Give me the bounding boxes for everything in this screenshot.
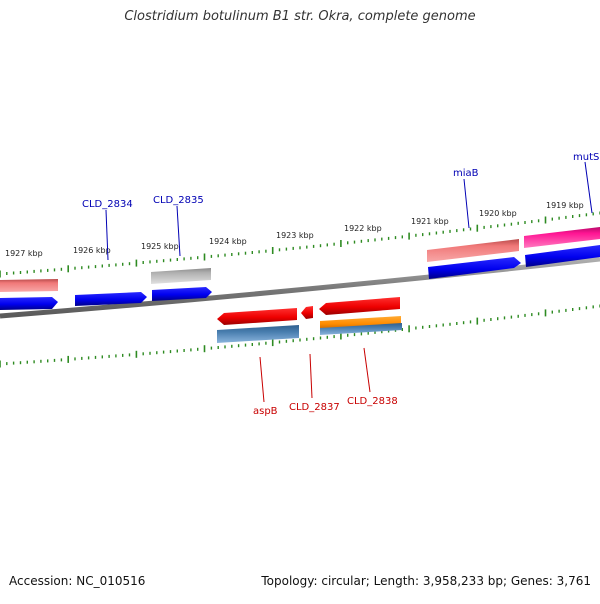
reverse-features	[217, 297, 402, 343]
red-gene-arrow[interactable]	[319, 297, 400, 315]
red-gene-arrow[interactable]	[217, 308, 297, 325]
forward-gene-labels: CLD_2834 CLD_2835 miaB mutS	[82, 152, 599, 210]
blue-gene-arrow[interactable]	[152, 287, 212, 301]
gene-label[interactable]: CLD_2837	[289, 402, 340, 413]
tick-label: 1922 kbp	[344, 224, 382, 233]
steel-feature-block[interactable]	[320, 323, 402, 335]
gene-label[interactable]: CLD_2838	[347, 396, 398, 407]
pink-feature-block[interactable]	[427, 239, 519, 262]
tick-label: 1919 kbp	[546, 201, 584, 210]
callout-line	[584, 161, 593, 214]
lower-tick-ruler	[0, 304, 600, 368]
magenta-feature-block[interactable]	[524, 227, 600, 248]
genome-summary: Topology: circular; Length: 3,958,233 bp…	[261, 574, 591, 588]
tick-label: 1920 kbp	[479, 209, 517, 218]
reverse-gene-callouts	[259, 347, 371, 403]
reverse-gene-labels: aspB CLD_2837 CLD_2838	[253, 396, 398, 417]
blue-gene-arrow[interactable]	[0, 297, 58, 310]
forward-gene-callouts	[105, 161, 593, 261]
genome-backbone	[0, 256, 600, 319]
blue-gene-arrow[interactable]	[428, 257, 521, 279]
map-title: Clostridium botulinum B1 str. Okra, comp…	[124, 9, 476, 24]
callout-line	[309, 353, 313, 399]
steel-feature-block[interactable]	[217, 325, 299, 343]
gray-feature-block[interactable]	[151, 268, 211, 284]
callout-line	[363, 347, 371, 393]
upper-tick-ruler	[0, 211, 600, 278]
gene-label[interactable]: CLD_2834	[82, 199, 133, 210]
tick-label: 1926 kbp	[73, 246, 111, 255]
gene-label[interactable]: mutS	[573, 152, 599, 163]
callout-line	[463, 178, 470, 229]
tick-label: 1927 kbp	[5, 249, 43, 258]
tick-labels: 1927 kbp 1926 kbp 1925 kbp 1924 kbp 1923…	[5, 201, 584, 258]
callout-line	[105, 209, 109, 261]
gene-label[interactable]: aspB	[253, 406, 278, 417]
pink-feature-block[interactable]	[0, 279, 58, 292]
accession-label: Accession: NC_010516	[9, 574, 146, 588]
tick-label: 1924 kbp	[209, 237, 247, 246]
gene-label[interactable]: CLD_2835	[153, 195, 204, 206]
tick-label: 1923 kbp	[276, 231, 314, 240]
gene-label[interactable]: miaB	[453, 168, 479, 179]
forward-features	[0, 227, 600, 310]
red-gene-arrow[interactable]	[301, 306, 313, 319]
orange-feature-block[interactable]	[320, 316, 401, 329]
tick-label: 1921 kbp	[411, 217, 449, 226]
tick-label: 1925 kbp	[141, 242, 179, 251]
blue-gene-arrow[interactable]	[75, 292, 147, 306]
blue-gene-arrow[interactable]	[525, 245, 600, 267]
callout-line	[176, 205, 181, 257]
callout-line	[259, 356, 265, 403]
